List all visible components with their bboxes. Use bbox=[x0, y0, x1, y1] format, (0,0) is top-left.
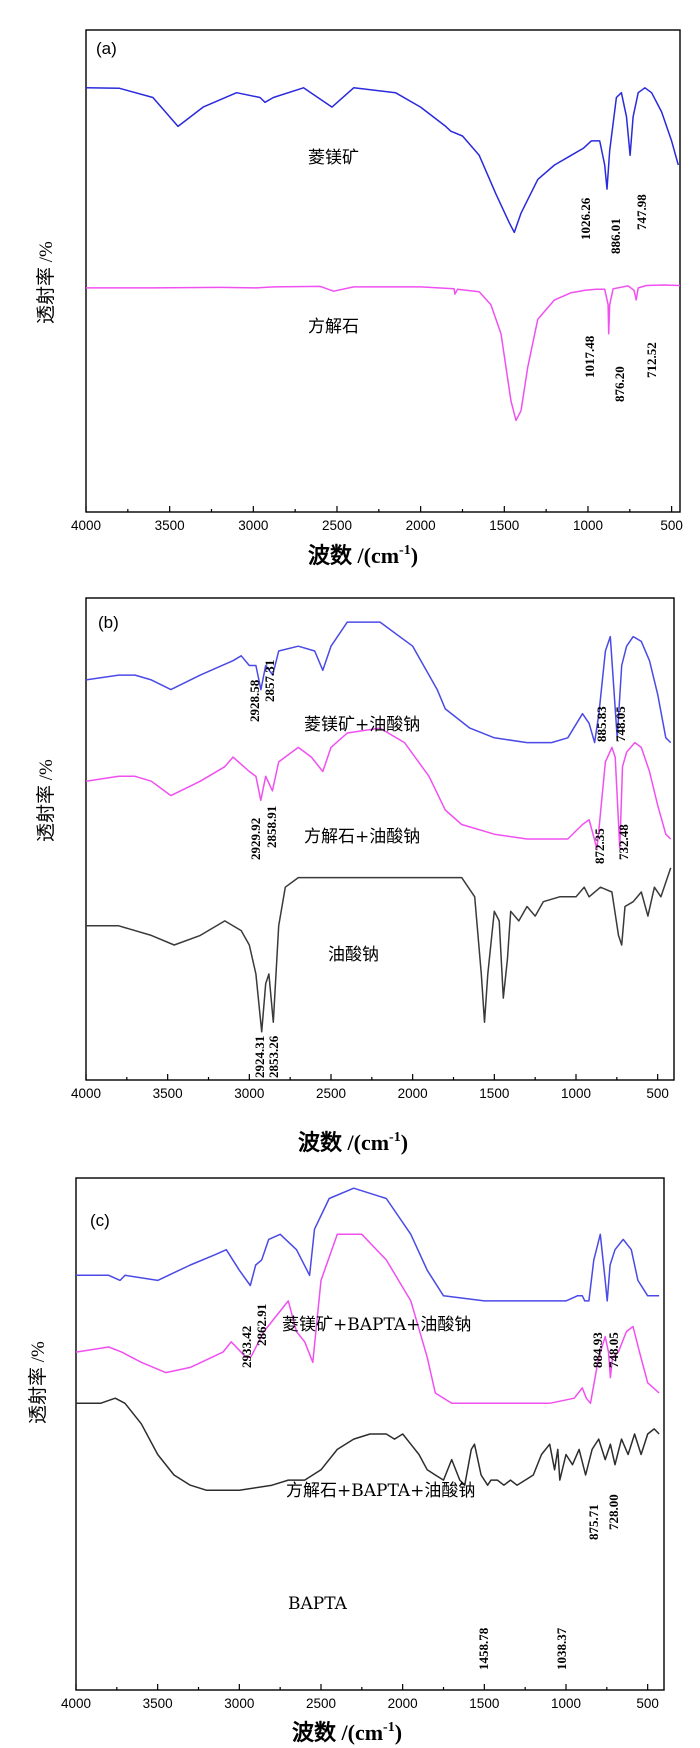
panel-c-plot-frame bbox=[75, 1177, 665, 1691]
panel-c-series-line-0 bbox=[76, 1187, 660, 1302]
panel-b-xlabel: 波数 /(cm-1) bbox=[298, 1130, 408, 1155]
panel-a-series-name-calcite: 方解石 bbox=[308, 317, 359, 337]
panel-b-peak-885: 885.83 bbox=[594, 706, 609, 742]
panel-c-x-tick-label: 2500 bbox=[306, 1696, 336, 1711]
panel-a-x-tick-label: 2000 bbox=[406, 518, 436, 533]
panel-b-chart: (b) 4000 3500 3000 2500 2000 1500 1000 500 菱镁矿+… bbox=[35, 597, 675, 1155]
panel-c-series-name-calcite-bapta: 方解石+BAPTA+油酸钠 bbox=[286, 1481, 475, 1501]
panel-c-peak-875: 875.71 bbox=[586, 1504, 601, 1540]
panel-b-peak-2928: 2928.58 bbox=[247, 679, 262, 722]
panel-a-ylabel: 透射率 /% bbox=[35, 241, 57, 324]
panel-c-x-tick-label: 3000 bbox=[224, 1696, 254, 1711]
panel-b-x-tick-label: 1000 bbox=[561, 1086, 591, 1101]
panel-b-peak-2929: 2929.92 bbox=[248, 818, 263, 860]
panel-b-peak-748: 748.05 bbox=[613, 706, 628, 742]
panel-a-series-line-0 bbox=[85, 87, 680, 234]
panel-a-peak-1026: 1026.26 bbox=[578, 197, 593, 240]
panel-a-label: (a) bbox=[96, 39, 117, 58]
panel-a-x-tick-label: 3500 bbox=[155, 518, 185, 533]
panel-a-peak-748: 747.98 bbox=[634, 194, 649, 230]
panel-a-x-tick-label: 4000 bbox=[71, 518, 101, 533]
panel-b-x-tick-label: 4000 bbox=[71, 1086, 101, 1101]
panel-b-series-name-magnesite-oleate: 菱镁矿+油酸钠 bbox=[304, 715, 420, 735]
panel-a-peak-886: 886.01 bbox=[608, 218, 623, 254]
panel-b-series-name-oleate: 油酸钠 bbox=[328, 945, 379, 965]
panel-b-x-tick-label: 3000 bbox=[234, 1086, 264, 1101]
panel-a-x-tick-label: 3000 bbox=[238, 518, 268, 533]
panel-a-series bbox=[85, 87, 681, 422]
panel-c-ticks: 4000 3500 3000 2500 2000 1500 1000 500 bbox=[61, 1684, 659, 1711]
panel-a-x-tick-label: 2500 bbox=[322, 518, 352, 533]
panel-a-series-name-magnesite: 菱镁矿 bbox=[308, 148, 359, 168]
panel-b-series-line-1 bbox=[85, 727, 672, 850]
panel-a-xlabel: 波数 /(cm-1) bbox=[308, 543, 418, 568]
panel-a-x-tick-label: 1500 bbox=[489, 518, 519, 533]
panel-c-peak-728: 728.00 bbox=[606, 1494, 621, 1530]
panel-b-x-tick-label: 3500 bbox=[153, 1086, 183, 1101]
panel-c-series bbox=[75, 1187, 660, 1492]
panel-b-ylabel: 透射率 /% bbox=[35, 759, 57, 842]
panel-c-series-name-magnesite-bapta: 菱镁矿+BAPTA+油酸钠 bbox=[282, 1315, 471, 1335]
panel-a-plot-frame bbox=[85, 29, 681, 513]
panel-b-series-line-0 bbox=[85, 621, 672, 744]
panel-a-peak-712: 712.52 bbox=[644, 342, 659, 378]
panel-c-peak-884: 884.93 bbox=[590, 1332, 605, 1368]
panel-c-chart: (c) 4000 3500 3000 2500 2000 1500 1000 500 菱镁矿+… bbox=[27, 1177, 665, 1745]
panel-a-chart: (a) 4000 3500 3000 2500 2000 1500 1000 500 菱镁矿 … bbox=[35, 29, 683, 568]
panel-c-series-line-1 bbox=[75, 1233, 660, 1405]
panel-b-ticks: 4000 3500 3000 2500 2000 1500 1000 500 bbox=[71, 1074, 669, 1101]
panel-c-label: (c) bbox=[90, 1211, 110, 1230]
panel-c-ylabel: 透射率 /% bbox=[27, 1341, 49, 1424]
panel-a-x-tick-label: 500 bbox=[660, 518, 683, 533]
panel-b-peak-2853: 2853.26 bbox=[266, 1035, 281, 1078]
panel-c-x-tick-label: 1000 bbox=[551, 1696, 581, 1711]
panel-c-peak-1458: 1458.78 bbox=[476, 1627, 491, 1670]
panel-b-x-tick-label: 2000 bbox=[398, 1086, 428, 1101]
panel-b-label: (b) bbox=[98, 613, 119, 632]
panel-a-ticks: 4000 3500 3000 2500 2000 1500 1000 500 bbox=[71, 506, 683, 533]
panel-b-x-tick-label: 2500 bbox=[316, 1086, 346, 1101]
panel-c-x-tick-label: 4000 bbox=[61, 1696, 91, 1711]
panel-c-series-line-2 bbox=[76, 1397, 660, 1492]
panel-c-peak-2933: 2933.42 bbox=[239, 1326, 254, 1368]
panel-c-x-tick-label: 3500 bbox=[143, 1696, 173, 1711]
panel-c-peak-2862: 2862.91 bbox=[254, 1304, 269, 1346]
panel-c-peak-748: 748.05 bbox=[606, 1332, 621, 1368]
panel-a-peak-1017: 1017.48 bbox=[582, 335, 597, 378]
panel-b-x-tick-label: 500 bbox=[646, 1086, 669, 1101]
panel-b-peak-2858: 2858.91 bbox=[264, 806, 279, 848]
panel-b-peak-732: 732.48 bbox=[616, 824, 631, 860]
panel-c-peak-1038: 1038.37 bbox=[554, 1627, 569, 1670]
panel-c-xlabel: 波数 /(cm-1) bbox=[292, 1720, 402, 1745]
panel-c-x-tick-label: 1500 bbox=[469, 1696, 499, 1711]
panel-b-peak-872: 872.35 bbox=[592, 828, 607, 864]
panel-a-series-line-1 bbox=[86, 284, 681, 422]
panel-b-series-line-2 bbox=[86, 867, 672, 1033]
panel-c-x-tick-label: 2000 bbox=[388, 1696, 418, 1711]
panel-b-series-name-calcite-oleate: 方解石+油酸钠 bbox=[304, 827, 420, 847]
panel-b-x-tick-label: 1500 bbox=[479, 1086, 509, 1101]
panel-c-x-tick-label: 500 bbox=[636, 1696, 659, 1711]
panel-b-series bbox=[85, 621, 672, 1033]
panel-b-peak-2857: 2857.31 bbox=[262, 660, 277, 702]
panel-a-peak-876: 876.20 bbox=[612, 366, 627, 402]
panel-b-plot-frame bbox=[85, 597, 675, 1081]
panel-a-x-tick-label: 1000 bbox=[573, 518, 603, 533]
panel-c-series-name-bapta: BAPTA bbox=[288, 1594, 348, 1614]
panel-b-peak-2924: 2924.31 bbox=[252, 1036, 267, 1078]
